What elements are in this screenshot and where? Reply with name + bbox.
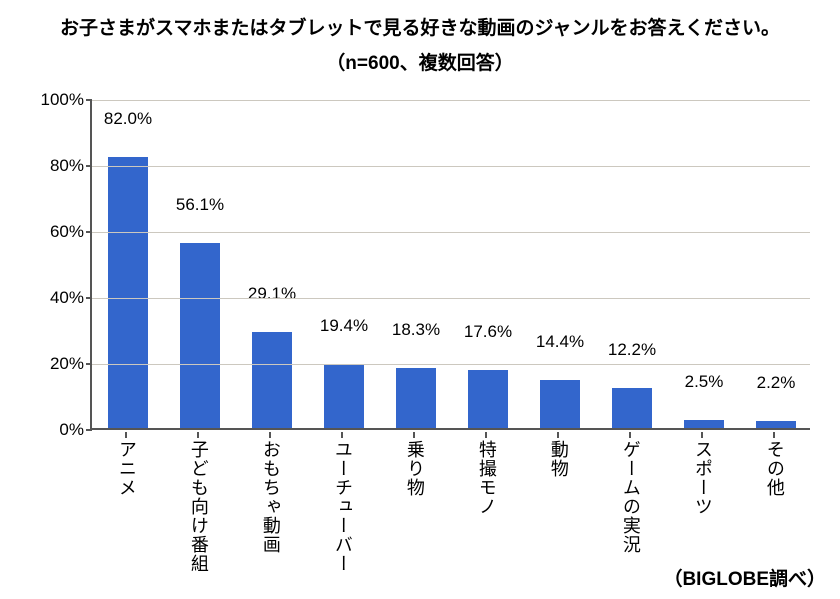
bar-value-label: 19.4% [320,316,368,340]
bar [468,370,508,428]
grid-line [92,232,810,233]
bar-value-label: 2.2% [757,373,796,397]
x-axis-label: ユーチューバー [332,440,352,573]
x-tick-mark [341,432,343,438]
x-axis-label: スポーツ [692,440,712,516]
chart-title-line1: お子さまがスマホまたはタブレットで見る好きな動画のジャンルをお答えください。 [0,0,840,44]
x-tick-mark [125,432,127,438]
bar [180,243,220,428]
bars-layer: 82.0% 56.1% 29.1% 19.4% 18.3% 17.6% 14.4% 12.2%… [92,100,810,428]
bar [396,368,436,428]
bar-value-label: 2.5% [685,372,724,396]
grid-line [92,364,810,365]
bar [684,420,724,428]
x-axis-label: おもちゃ動画 [260,440,280,554]
x-tick-mark [557,432,559,438]
y-tick-label: 80% [50,156,90,176]
source-credit: （BIGLOBE調べ） [663,564,826,591]
grid-line [92,100,810,101]
x-tick-mark [485,432,487,438]
y-tick-label: 100% [41,90,90,110]
bar-value-label: 29.1% [248,284,296,308]
bar-value-label: 12.2% [608,340,656,364]
x-axis-label: 子ども向け番組 [188,440,208,573]
bar-value-label: 17.6% [464,322,512,346]
x-tick-mark [629,432,631,438]
bar [252,332,292,428]
bar [612,388,652,428]
chart-title-line2: （n=600、複数回答） [0,48,840,75]
bar [108,157,148,428]
y-tick-label: 40% [50,288,90,308]
x-axis-label: 特撮モノ [476,440,496,516]
bar [540,380,580,428]
x-axis-label: 乗り物 [404,440,424,497]
y-tick-label: 20% [50,354,90,374]
bar-value-label: 82.0% [104,109,152,133]
bar [756,421,796,428]
y-tick-label: 0% [59,420,90,440]
bar-value-label: 18.3% [392,320,440,344]
grid-line [92,298,810,299]
x-axis-label: その他 [764,440,784,497]
bar [324,364,364,428]
plot-area: 82.0% 56.1% 29.1% 19.4% 18.3% 17.6% 14.4% 12.2%… [90,100,810,430]
x-tick-mark [269,432,271,438]
y-tick-label: 60% [50,222,90,242]
chart-container: 82.0% 56.1% 29.1% 19.4% 18.3% 17.6% 14.4% 12.2%… [30,90,820,450]
grid-line [92,166,810,167]
bar-value-label: 56.1% [176,195,224,219]
x-tick-mark [197,432,199,438]
bar-value-label: 14.4% [536,332,584,356]
x-tick-mark [773,432,775,438]
x-axis-label: 動物 [548,440,568,478]
x-axis-label: ゲームの実況 [620,440,640,554]
x-tick-mark [701,432,703,438]
x-tick-mark [413,432,415,438]
x-axis-label: アニメ [116,440,136,497]
